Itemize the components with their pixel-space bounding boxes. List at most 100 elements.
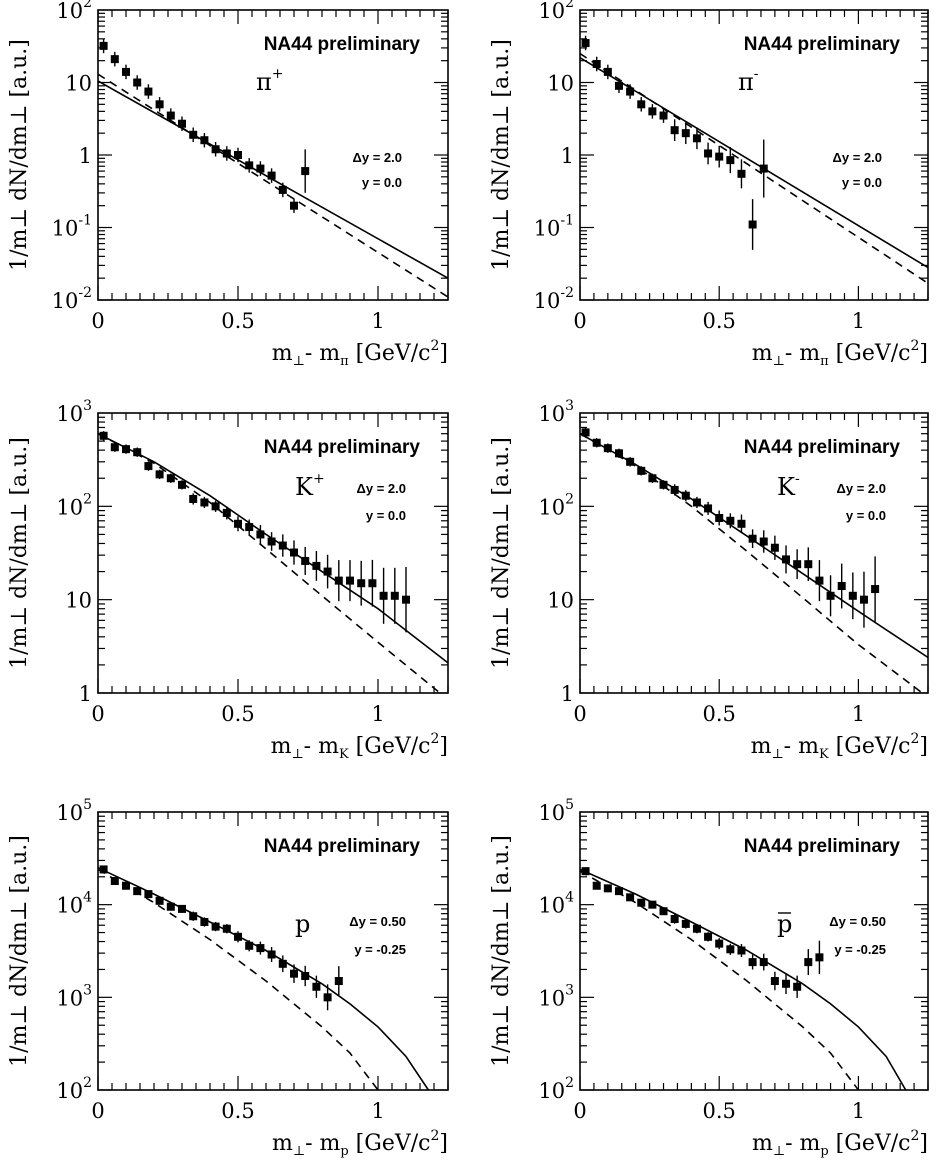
data-point bbox=[166, 902, 175, 911]
delta-y-label: Δy = 2.0 bbox=[837, 481, 886, 496]
data-point bbox=[859, 595, 868, 604]
x-label-units-close: ] bbox=[439, 734, 448, 759]
x-tick-label: 0.5 bbox=[702, 309, 735, 333]
y-tick-exponent: -1 bbox=[78, 213, 92, 229]
x-label-units: [GeV/c bbox=[829, 1131, 911, 1156]
data-point bbox=[648, 900, 657, 909]
data-point bbox=[144, 87, 153, 96]
y-tick-label: 10 bbox=[547, 589, 574, 613]
data-point bbox=[133, 887, 142, 896]
x-label-units-exp: 2 bbox=[910, 338, 919, 354]
data-point bbox=[278, 185, 287, 194]
particle-label: p bbox=[777, 910, 792, 938]
x-tick-label: 0 bbox=[573, 702, 586, 726]
data-point bbox=[704, 149, 713, 158]
y-tick-base: 10 bbox=[56, 495, 83, 519]
x-label-subscript: K bbox=[339, 747, 349, 762]
particle-label: K- bbox=[777, 471, 800, 501]
data-point bbox=[581, 428, 590, 437]
y-tick-exponent: -1 bbox=[560, 213, 574, 229]
data-point bbox=[133, 78, 142, 87]
x-tick-label: 0.5 bbox=[702, 702, 735, 726]
data-point bbox=[626, 893, 635, 902]
x-label-units-close: ] bbox=[919, 734, 928, 759]
data-point bbox=[99, 865, 108, 874]
y-tick-label: 10-2 bbox=[52, 285, 92, 313]
data-point bbox=[245, 941, 254, 950]
y-tick-label: 102 bbox=[56, 1075, 92, 1103]
fit-curve-dashed bbox=[98, 432, 442, 693]
x-tick-label: 0 bbox=[573, 309, 586, 333]
y-tick-exponent: 3 bbox=[565, 982, 574, 998]
data-point bbox=[715, 152, 724, 161]
data-point bbox=[323, 993, 332, 1002]
data-point bbox=[737, 519, 746, 528]
data-point bbox=[614, 81, 623, 90]
data-point bbox=[346, 576, 354, 585]
data-point bbox=[301, 167, 310, 176]
data-point bbox=[200, 498, 209, 507]
y-tick-label: 103 bbox=[538, 398, 574, 426]
x-tick-label: 1 bbox=[371, 702, 384, 726]
x-axis-label: m⊥- mπ [GeV/c2] bbox=[752, 338, 928, 369]
y-tick-label: 1 bbox=[79, 682, 92, 706]
data-point bbox=[99, 41, 108, 50]
data-point bbox=[748, 220, 757, 229]
data-point bbox=[770, 977, 779, 986]
x-label-minus: - m bbox=[785, 1131, 820, 1156]
y-tick-label: 103 bbox=[538, 982, 574, 1010]
x-tick-label: 1 bbox=[371, 1099, 384, 1123]
data-point bbox=[334, 977, 343, 986]
y-tick-label: 104 bbox=[56, 890, 92, 918]
y-tick-label: 103 bbox=[56, 982, 92, 1010]
rapidity-label: y = -0.25 bbox=[834, 942, 886, 957]
y-tick-exponent: -2 bbox=[78, 285, 92, 301]
fit-curve-solid bbox=[98, 432, 448, 664]
plot-frame bbox=[97, 811, 449, 1091]
y-axis-label: 1/m⊥ dN/dm⊥ [a.u.] bbox=[7, 835, 32, 1067]
y-tick-base: 10 bbox=[534, 289, 561, 313]
data-point bbox=[681, 129, 690, 138]
data-point bbox=[290, 201, 298, 210]
data-point bbox=[793, 982, 802, 991]
x-label-minus: - m bbox=[305, 341, 340, 366]
data-point bbox=[726, 945, 735, 954]
rapidity-label: y = 0.0 bbox=[842, 175, 882, 190]
data-point bbox=[748, 534, 757, 543]
delta-y-label: Δy = 2.0 bbox=[833, 150, 882, 165]
y-tick-exponent: 2 bbox=[565, 491, 574, 507]
data-point bbox=[759, 958, 768, 967]
x-label-units-close: ] bbox=[919, 1131, 928, 1156]
y-axis-label: 1/m⊥ dN/dm⊥ [a.u.] bbox=[7, 437, 32, 669]
x-label-units: [GeV/c bbox=[829, 341, 911, 366]
data-point bbox=[222, 508, 231, 517]
x-label-subscript: p bbox=[820, 1144, 828, 1159]
plot-frame bbox=[579, 412, 929, 694]
y-tick-label: 102 bbox=[56, 0, 92, 23]
x-label-perp: ⊥ bbox=[773, 354, 785, 369]
x-label-units: [GeV/c bbox=[349, 734, 431, 759]
data-point bbox=[267, 537, 276, 546]
data-point bbox=[357, 579, 366, 588]
y-tick-base: 10 bbox=[538, 0, 565, 23]
data-point bbox=[390, 591, 399, 600]
y-tick-base: 10 bbox=[56, 402, 83, 426]
fit-curve-solid bbox=[98, 867, 430, 1090]
data-point bbox=[402, 595, 410, 604]
y-tick-base: 10 bbox=[56, 0, 83, 23]
x-label-units-exp: 2 bbox=[430, 1128, 439, 1144]
data-point bbox=[770, 543, 779, 552]
data-point bbox=[155, 470, 164, 479]
data-point bbox=[234, 519, 242, 528]
annotation-label: NA44 preliminary bbox=[744, 437, 901, 458]
data-point bbox=[234, 151, 242, 159]
x-label-units: [GeV/c bbox=[349, 1131, 431, 1156]
particle-symbol: π bbox=[738, 68, 754, 96]
y-tick-label: 102 bbox=[538, 1075, 574, 1103]
x-label-minus: - m bbox=[305, 1131, 340, 1156]
y-tick-label: 104 bbox=[538, 890, 574, 918]
data-point bbox=[189, 912, 198, 921]
